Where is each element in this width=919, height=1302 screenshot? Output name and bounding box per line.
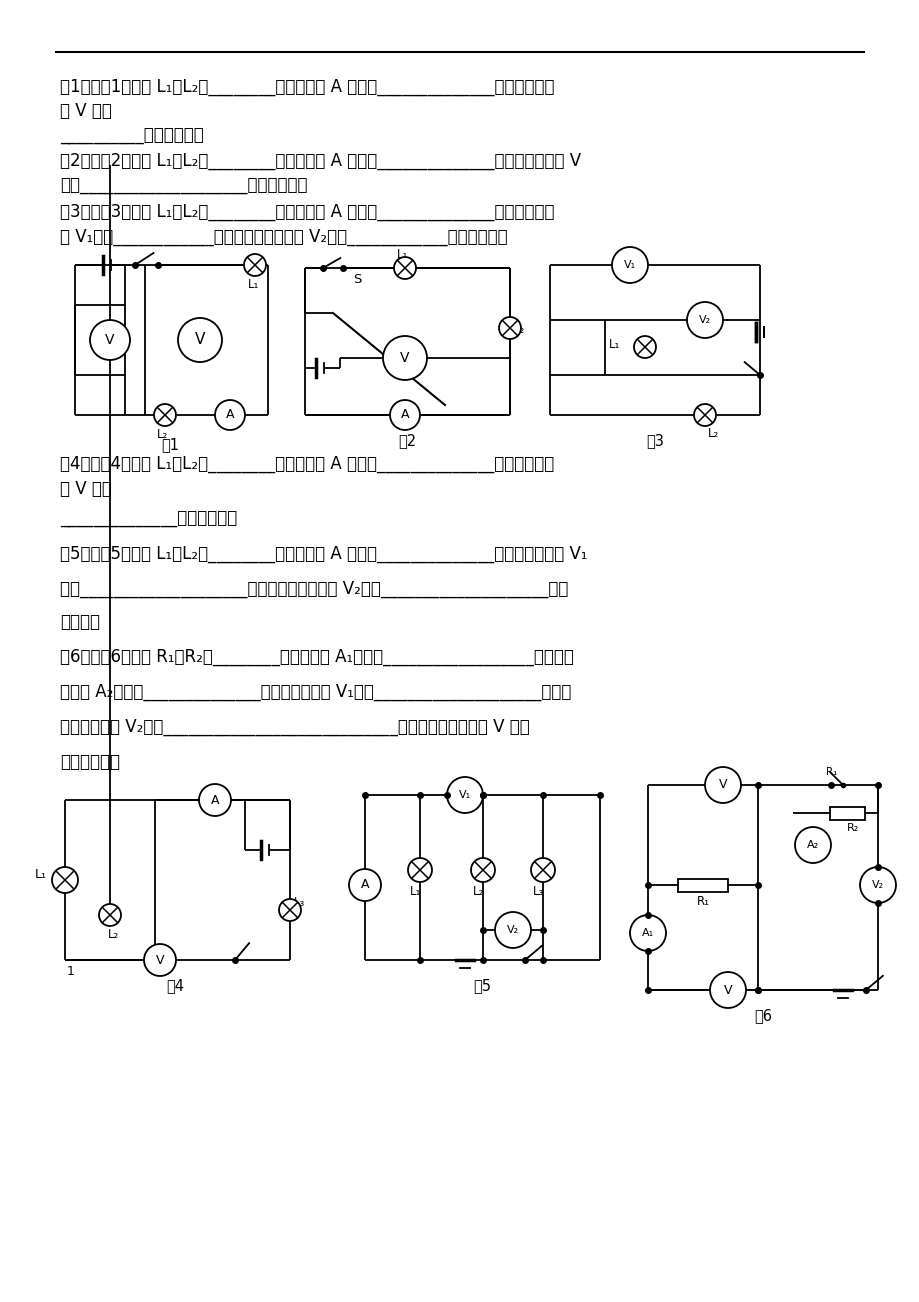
Text: L₁: L₁ xyxy=(35,868,47,881)
Text: L₁: L₁ xyxy=(248,279,259,292)
Circle shape xyxy=(215,400,244,430)
Text: S: S xyxy=(352,273,361,286)
Circle shape xyxy=(530,858,554,881)
Text: V₂: V₂ xyxy=(871,880,883,891)
Text: 表 V 测量: 表 V 测量 xyxy=(60,480,112,497)
Circle shape xyxy=(686,302,722,339)
Circle shape xyxy=(630,915,665,950)
Text: 1: 1 xyxy=(67,965,74,978)
Text: 图3: 图3 xyxy=(645,434,664,448)
Circle shape xyxy=(794,827,830,863)
Text: V: V xyxy=(400,352,409,365)
Text: V₂: V₂ xyxy=(506,924,518,935)
Text: A₁: A₁ xyxy=(641,928,653,937)
Text: 图2: 图2 xyxy=(398,434,415,448)
Text: 的电压。: 的电压。 xyxy=(60,613,100,631)
Text: （2）如图2，电灯 L₁、L₂是________联，电流表 A 测通过______________的电流。电压表 V: （2）如图2，电灯 L₁、L₂是________联，电流表 A 测通过_____… xyxy=(60,152,581,171)
Text: L₂: L₂ xyxy=(473,885,484,898)
Circle shape xyxy=(611,247,647,283)
Circle shape xyxy=(704,767,740,803)
Text: L₁: L₁ xyxy=(410,885,421,898)
Text: L₃: L₃ xyxy=(294,897,305,910)
Text: V: V xyxy=(718,779,726,792)
Text: A: A xyxy=(360,879,369,892)
Text: （6）如图6，电阻 R₁、R₂是________联，电流表 A₁测通过__________________的电流，: （6）如图6，电阻 R₁、R₂是________联，电流表 A₁测通过_____… xyxy=(60,648,573,667)
Text: （3）如图3，电灯 L₁、L₂是________联，电流表 A 测通过______________的电流。电压: （3）如图3，电灯 L₁、L₂是________联，电流表 A 测通过_____… xyxy=(60,203,554,221)
Text: （5）如图5，电灯 L₁、L₂是________联，电流表 A 测通过______________的电流。电压表 V₁: （5）如图5，电灯 L₁、L₂是________联，电流表 A 测通过_____… xyxy=(60,546,587,562)
Circle shape xyxy=(633,336,655,358)
Text: 测量____________________两端的电压。电压表 V₂测量____________________两端: 测量____________________两端的电压。电压表 V₂测量____… xyxy=(60,579,568,598)
Text: 两端的电压。: 两端的电压。 xyxy=(60,753,119,771)
Text: __________两端的电压。: __________两端的电压。 xyxy=(60,128,203,145)
Text: 测量____________________两端的电压。: 测量____________________两端的电压。 xyxy=(60,177,307,195)
Text: （4）如图4，电灯 L₁、L₂是________联，电流表 A 测通过______________的电流。电压: （4）如图4，电灯 L₁、L₂是________联，电流表 A 测通过_____… xyxy=(60,454,553,473)
Text: ______________两端的电压。: ______________两端的电压。 xyxy=(60,510,237,529)
Circle shape xyxy=(471,858,494,881)
Circle shape xyxy=(390,400,420,430)
Text: A₂: A₂ xyxy=(806,840,818,850)
Text: L₂: L₂ xyxy=(157,428,168,441)
Text: L₂: L₂ xyxy=(708,427,719,440)
Circle shape xyxy=(278,898,301,921)
Circle shape xyxy=(348,868,380,901)
Circle shape xyxy=(177,318,221,362)
Text: L₂: L₂ xyxy=(514,323,525,336)
Text: 电压，电压表 V₂测量____________________________两端的电压，电压表 V 测量: 电压，电压表 V₂测量____________________________两… xyxy=(60,717,529,736)
Circle shape xyxy=(693,404,715,426)
Text: A: A xyxy=(401,409,409,422)
Text: R₁: R₁ xyxy=(825,767,836,777)
Circle shape xyxy=(859,867,895,904)
Circle shape xyxy=(90,320,130,359)
Text: L₂: L₂ xyxy=(108,928,119,941)
Circle shape xyxy=(382,336,426,380)
Text: 图1: 图1 xyxy=(161,437,179,452)
Circle shape xyxy=(393,256,415,279)
Text: L₃: L₃ xyxy=(533,885,544,898)
Text: 图6: 图6 xyxy=(754,1008,771,1023)
Text: 图5: 图5 xyxy=(472,978,491,993)
Circle shape xyxy=(447,777,482,812)
Circle shape xyxy=(52,867,78,893)
Bar xyxy=(677,879,727,892)
Text: R₁: R₁ xyxy=(696,894,709,907)
Text: （1）如图1，电灯 L₁、L₂是________联，电流表 A 测通过______________的电流。电压: （1）如图1，电灯 L₁、L₂是________联，电流表 A 测通过_____… xyxy=(60,78,554,96)
Text: V₂: V₂ xyxy=(698,315,710,326)
Text: 图4: 图4 xyxy=(165,978,184,993)
Bar xyxy=(830,806,865,819)
Circle shape xyxy=(244,254,266,276)
Text: V: V xyxy=(195,332,205,348)
Text: L₁: L₁ xyxy=(397,247,408,260)
Text: 表 V 测量: 表 V 测量 xyxy=(60,102,112,120)
Text: V: V xyxy=(155,953,165,966)
Text: V: V xyxy=(723,983,732,996)
Text: V: V xyxy=(105,333,115,348)
Circle shape xyxy=(494,911,530,948)
Text: V₁: V₁ xyxy=(459,790,471,799)
Circle shape xyxy=(144,944,176,976)
Text: 电流表 A₂测通过______________的电流。电压表 V₁测量____________________两端的: 电流表 A₂测通过______________的电流。电压表 V₁测量_____… xyxy=(60,684,571,700)
Circle shape xyxy=(99,904,121,926)
Circle shape xyxy=(498,316,520,339)
Circle shape xyxy=(199,784,231,816)
Circle shape xyxy=(709,973,745,1008)
Circle shape xyxy=(153,404,176,426)
Circle shape xyxy=(407,858,432,881)
Text: R₂: R₂ xyxy=(846,823,858,833)
Text: V₁: V₁ xyxy=(623,260,635,270)
Text: A: A xyxy=(210,793,219,806)
Text: 表 V₁测量____________两端的电压，电压表 V₂测量____________两端的电压。: 表 V₁测量____________两端的电压，电压表 V₂测量________… xyxy=(60,228,507,246)
Text: A: A xyxy=(225,409,234,422)
Text: L₁: L₁ xyxy=(608,337,619,350)
